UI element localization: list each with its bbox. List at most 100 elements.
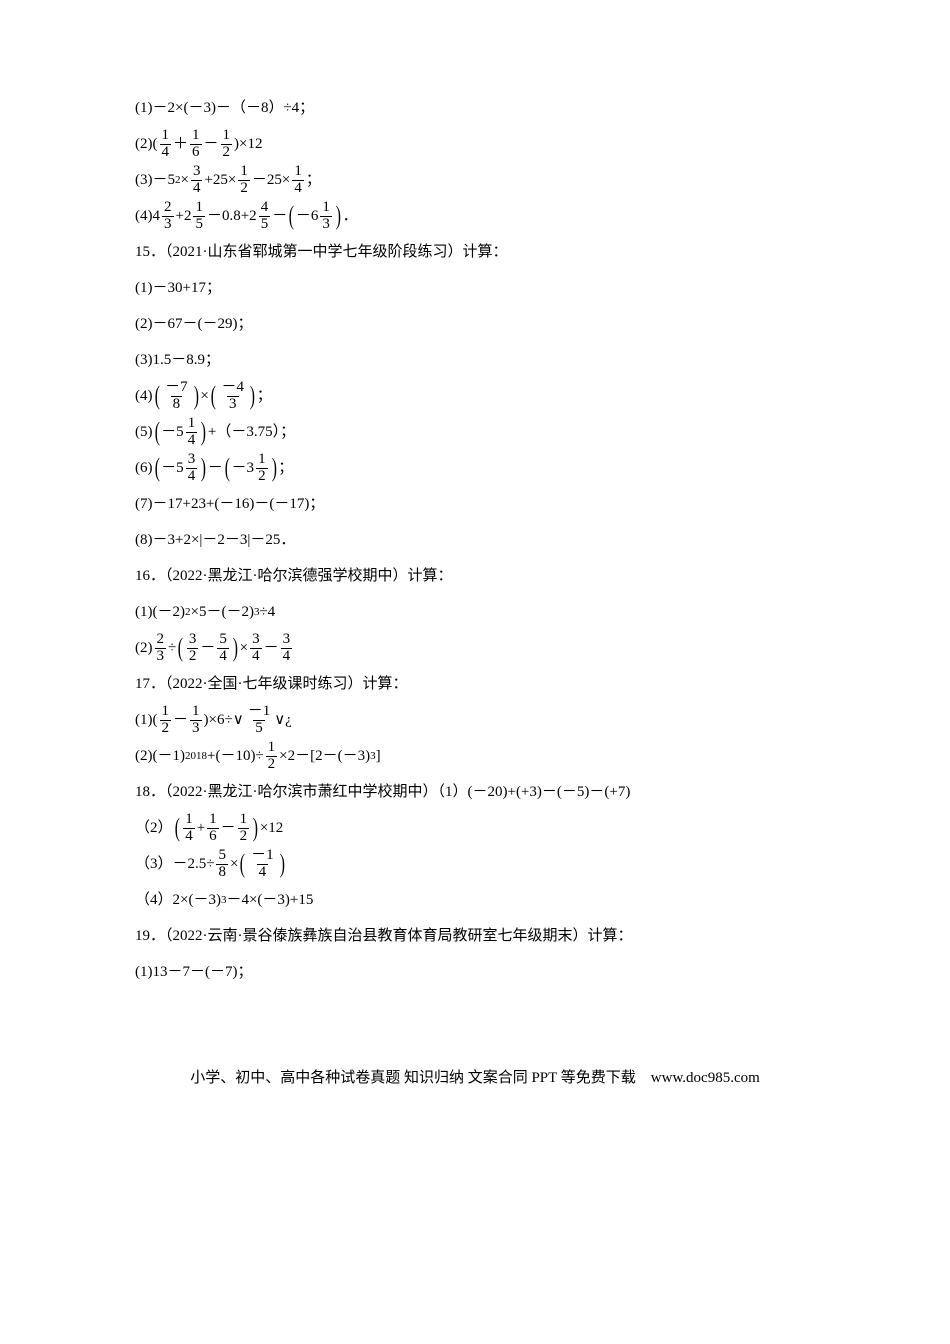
- end: ∨¿: [274, 702, 292, 738]
- q15-4: (4) ( －78 ) × ( －43 ) ；: [135, 378, 830, 414]
- lparen-icon: (: [154, 383, 159, 409]
- op: ＋: [173, 126, 188, 162]
- text: 16．（2022·黑龙江·哈尔滨德强学校期中）计算：: [135, 558, 453, 594]
- pre: (4)4: [135, 198, 160, 234]
- pre: （4）2×(－3): [135, 882, 221, 918]
- q17-1: (1)( 12 － 13 )×6÷∨ －15 ∨¿: [135, 702, 830, 738]
- frac-1-2: 12: [238, 164, 250, 197]
- frac-5-4: 54: [217, 632, 229, 665]
- op: －: [208, 450, 223, 486]
- pre: (2)(－1): [135, 738, 185, 774]
- frac-2-3: 23: [155, 632, 167, 665]
- op: +: [197, 810, 205, 846]
- q15-title: 15．（2021·山东省郓城第一中学七年级阶段练习）计算：: [135, 234, 830, 270]
- q14-3: (3)－52 × 34 +25× 12 －25× 14 ；: [135, 162, 830, 198]
- q16-title: 16．（2022·黑龙江·哈尔滨德强学校期中）计算：: [135, 558, 830, 594]
- q19-1: (1)13－7－(－7)；: [135, 954, 830, 990]
- mid: +（－3.75）；: [208, 414, 295, 450]
- frac-1-2: 12: [256, 452, 268, 485]
- op: ×: [240, 630, 248, 666]
- post: －4×(－3)+15: [226, 882, 313, 918]
- end: ；: [306, 162, 321, 198]
- lparen-icon: (: [178, 635, 183, 661]
- frac-2-3: 23: [162, 200, 174, 233]
- text: (1)－30+17；: [135, 270, 221, 306]
- frac-3-4: 34: [281, 632, 293, 665]
- rparen-icon: ): [233, 635, 238, 661]
- op: －: [173, 702, 188, 738]
- frac-1-3: 13: [320, 200, 332, 233]
- op: ×: [230, 846, 238, 882]
- text: (8)－3+2×|－2－3|－25．: [135, 522, 295, 558]
- lparen-icon: (: [289, 203, 294, 229]
- text: 19．（2022·云南·景谷傣族彝族自治县教育体育局教研室七年级期末）计算：: [135, 918, 633, 954]
- lparen-icon: (: [174, 815, 179, 841]
- op: ÷: [168, 630, 176, 666]
- q18-2: （2） ( 14 + 16 － 12 ) ×12: [135, 810, 830, 846]
- lparen-icon: (: [154, 455, 159, 481]
- q14-2: (2)( 14 ＋ 16 － 12 )×12: [135, 126, 830, 162]
- pre: (4): [135, 378, 153, 414]
- footer-text: 小学、初中、高中各种试卷真题 知识归纳 文案合同 PPT 等免费下载 www.d…: [0, 1060, 950, 1116]
- q18-title: 18．（2022·黑龙江·哈尔滨市萧红中学校期中）（1）(－20)+(+3)－(…: [135, 774, 830, 810]
- post: )×12: [234, 126, 262, 162]
- q15-6: (6) ( －5 34 ) － ( －3 12 ) ；: [135, 450, 830, 486]
- frac-1-5: 15: [193, 200, 205, 233]
- end: ；: [257, 378, 272, 414]
- neg: －5: [161, 414, 184, 450]
- text: (1)13－7－(－7)；: [135, 954, 252, 990]
- frac-n1-4: －14: [249, 848, 276, 881]
- frac-1-2: 12: [238, 812, 250, 845]
- frac-1-4: 14: [160, 128, 172, 161]
- rparen-icon: ): [253, 815, 258, 841]
- op: －: [204, 126, 219, 162]
- op: －: [200, 630, 215, 666]
- q15-2: (2)－67－(－29)；: [135, 306, 830, 342]
- pre: (6): [135, 450, 153, 486]
- post: )×6÷∨: [204, 702, 244, 738]
- frac-4-5: 45: [259, 200, 271, 233]
- c: ÷4: [259, 594, 275, 630]
- frac-1-3: 13: [190, 704, 202, 737]
- frac-1-4: 14: [183, 812, 195, 845]
- q19-title: 19．（2022·云南·景谷傣族彝族自治县教育体育局教研室七年级期末）计算：: [135, 918, 830, 954]
- a: +(－10)÷: [207, 738, 264, 774]
- a: (1)(－2): [135, 594, 185, 630]
- frac-1-2: 12: [221, 128, 233, 161]
- frac-n1-5: －15: [246, 704, 273, 737]
- lparen-icon: (: [154, 419, 159, 445]
- frac-1-2: 12: [160, 704, 172, 737]
- q16-2: (2) 23 ÷ ( 32 － 54 ) × 34 － 34: [135, 630, 830, 666]
- text: 15．（2021·山东省郓城第一中学七年级阶段练习）计算：: [135, 234, 508, 270]
- frac-3-4: 34: [191, 164, 203, 197]
- end: ；: [278, 450, 293, 486]
- q15-3: (3)1.5－8.9；: [135, 342, 830, 378]
- end: ．: [343, 198, 358, 234]
- rparen-icon: ): [201, 455, 206, 481]
- op: －: [221, 810, 236, 846]
- rparen-icon: ): [250, 383, 255, 409]
- c: ]: [376, 738, 381, 774]
- q15-7: (7)－17+23+(－16)－(－17)；: [135, 486, 830, 522]
- frac-3-2: 32: [187, 632, 199, 665]
- frac-5-8: 58: [216, 848, 228, 881]
- pre: (2): [135, 630, 153, 666]
- rparen-icon: ): [336, 203, 341, 229]
- frac-1-4: 14: [186, 416, 198, 449]
- q15-1: (1)－30+17；: [135, 270, 830, 306]
- q16-1: (1)(－2)2 ×5－(－2)3 ÷4: [135, 594, 830, 630]
- q15-8: (8)－3+2×|－2－3|－25．: [135, 522, 830, 558]
- op: +2: [176, 198, 192, 234]
- frac-1-2: 12: [266, 740, 278, 773]
- op: －: [264, 630, 279, 666]
- text: (1)－2×(－3)－（－8）÷4；: [135, 90, 314, 126]
- lparen-icon: (: [211, 383, 216, 409]
- rparen-icon: ): [201, 419, 206, 445]
- op: －25×: [252, 162, 290, 198]
- b: ×5－(－2): [190, 594, 253, 630]
- q15-5: (5) ( －5 14 ) +（－3.75）；: [135, 414, 830, 450]
- op: +25×: [204, 162, 236, 198]
- pre: (2)(: [135, 126, 158, 162]
- op: －0.8+2: [207, 198, 257, 234]
- text: (7)－17+23+(－16)－(－17)；: [135, 486, 324, 522]
